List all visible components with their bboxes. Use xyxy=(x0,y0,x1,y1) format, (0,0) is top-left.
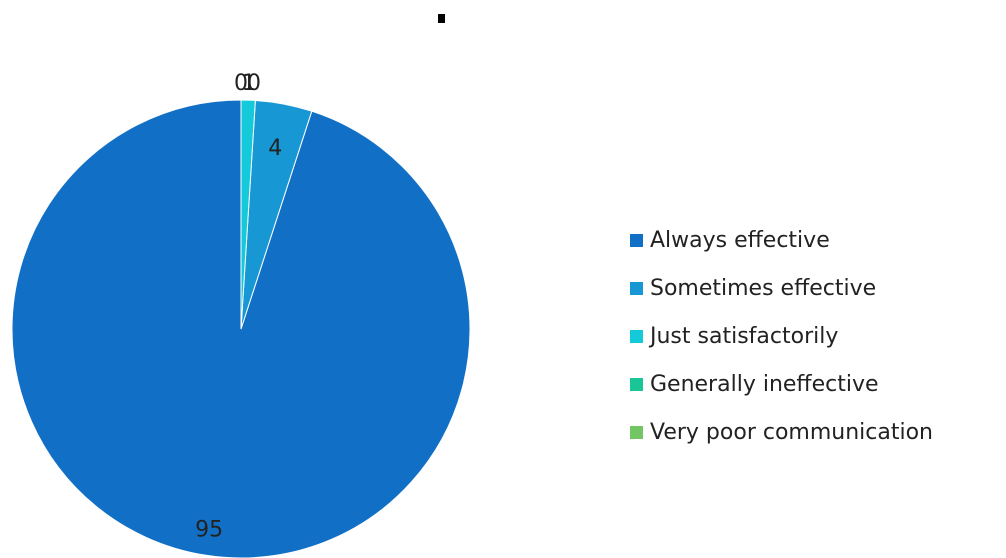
legend-item-always-effective: Always effective xyxy=(630,216,933,264)
legend-swatch xyxy=(630,329,643,343)
pie-data-labels: 95 4 10 0 xyxy=(195,71,282,542)
legend-label: Very poor communication xyxy=(650,419,933,445)
legend-swatch xyxy=(630,233,643,247)
legend-swatch xyxy=(630,425,643,439)
pie-slice-just-satisfactorily xyxy=(240,99,256,330)
data-label-always-effective: 95 xyxy=(195,517,223,542)
legend-swatch xyxy=(630,281,643,295)
pie-slices xyxy=(11,99,471,558)
legend-label: Just satisfactorily xyxy=(650,323,839,349)
legend-label: Generally ineffective xyxy=(650,371,879,397)
legend-label: Always effective xyxy=(650,227,830,253)
legend-item-generally-ineffective: Generally ineffective xyxy=(630,360,933,408)
legend-item-just-satisfactorily: Just satisfactorily xyxy=(630,312,933,360)
legend-item-sometimes-effective: Sometimes effective xyxy=(630,264,933,312)
data-label-very-poor-communication: 0 xyxy=(247,71,261,96)
legend-swatch xyxy=(630,377,643,391)
data-label-generally-ineffective: 0 xyxy=(234,71,248,96)
legend-item-very-poor-communication: Very poor communication xyxy=(630,408,933,456)
chart-title-marker xyxy=(438,14,445,23)
data-label-sometimes-effective: 4 xyxy=(268,136,282,161)
chart-legend: Always effective Sometimes effective Jus… xyxy=(630,216,933,456)
data-label-just-satisfactorily: 1 xyxy=(242,71,256,96)
legend-label: Sometimes effective xyxy=(650,275,877,301)
